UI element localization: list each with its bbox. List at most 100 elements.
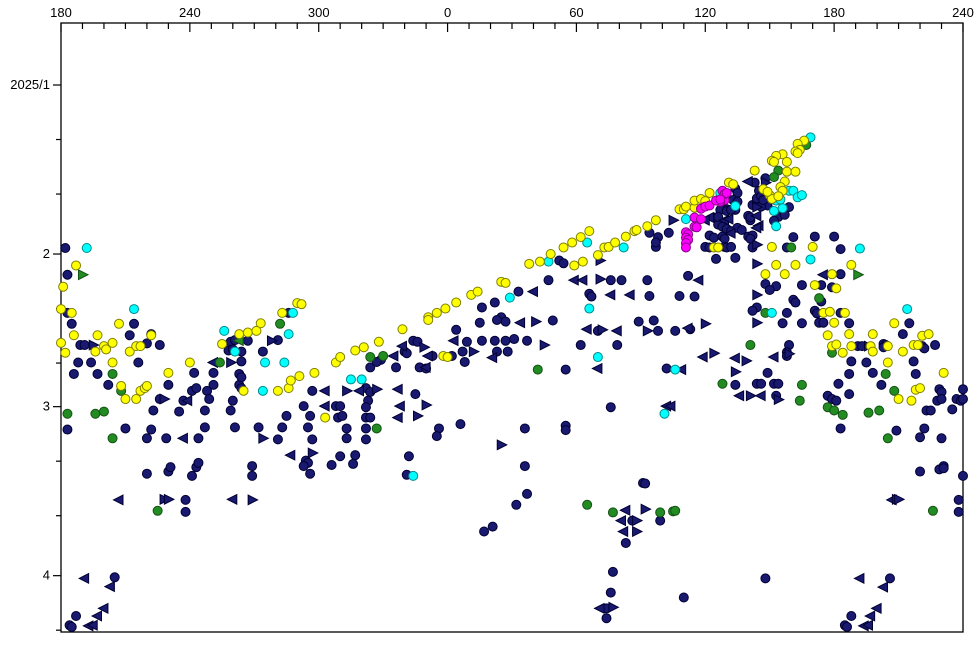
x-axis: 180 240 300 0 60 120 180 240 <box>50 5 974 32</box>
data-point-navy-circle <box>187 470 198 481</box>
data-point-navy-circle <box>605 275 616 286</box>
data-point-navy-circle <box>204 394 215 405</box>
data-point-navy-circle <box>547 315 558 326</box>
data-point-cyan-circle <box>618 242 629 253</box>
data-point-navy-triangle-left <box>391 383 403 395</box>
data-point-green-circle <box>882 433 893 444</box>
data-point-yellow-circle <box>831 283 842 294</box>
data-point-navy-circle <box>844 368 855 379</box>
data-point-navy-triangle-right <box>419 341 431 353</box>
data-point-navy-circle <box>199 405 210 416</box>
data-point-yellow-circle <box>809 280 820 291</box>
data-point-yellow-circle <box>56 304 66 315</box>
data-point-navy-circle <box>491 314 502 325</box>
data-point-yellow-circle <box>500 277 511 288</box>
data-point-navy-circle <box>790 297 801 308</box>
data-point-cyan-circle <box>670 364 681 375</box>
data-point-navy-circle <box>829 231 840 242</box>
data-point-yellow-circle <box>779 269 790 280</box>
data-point-navy-triangle-left <box>864 610 876 622</box>
data-point-cyan-circle <box>345 374 356 385</box>
data-point-green-circle <box>532 364 543 375</box>
data-point-navy-triangle-right <box>752 258 764 270</box>
data-point-navy-triangle-left <box>226 493 238 505</box>
data-point-yellow-circle <box>824 306 835 317</box>
y-tick-label: 4 <box>43 568 50 583</box>
data-point-navy-circle <box>689 291 700 302</box>
data-point-cyan-circle <box>356 374 367 385</box>
data-point-cyan-circle <box>902 304 913 315</box>
data-point-navy-circle <box>605 587 616 598</box>
data-point-navy-circle <box>842 621 853 632</box>
data-point-navy-triangle-left <box>692 274 704 286</box>
data-point-yellow-circle <box>163 367 174 378</box>
data-point-navy-circle <box>360 423 371 434</box>
data-point-navy-circle <box>133 357 144 368</box>
data-point-navy-circle <box>62 269 73 280</box>
data-point-cyan-circle <box>504 292 515 303</box>
data-point-navy-circle <box>60 243 71 254</box>
data-point-yellow-circle <box>131 394 142 405</box>
x-tick-label: 60 <box>569 5 583 20</box>
data-point-navy-circle <box>208 379 219 390</box>
data-point-cyan-circle <box>81 243 92 254</box>
data-point-navy-circle <box>674 290 685 301</box>
data-point-green-circle <box>863 407 874 418</box>
data-point-navy-circle <box>957 470 968 481</box>
data-point-navy-triangle-left <box>861 619 873 631</box>
data-point-yellow-circle <box>234 329 245 340</box>
data-point-navy-circle <box>509 334 520 345</box>
data-point-navy-circle <box>165 462 176 473</box>
data-point-navy-circle <box>455 419 466 430</box>
data-point-navy-circle <box>655 515 666 526</box>
y-tick-label: 3 <box>43 399 50 414</box>
data-point-yellow-circle <box>120 394 131 405</box>
data-point-navy-circle <box>756 378 767 389</box>
data-point-yellow-circle <box>277 307 288 318</box>
data-point-navy-circle <box>337 410 348 421</box>
data-point-navy-circle <box>487 521 498 532</box>
data-point-magenta-circle <box>680 242 691 253</box>
data-point-navy-triangle-right <box>372 383 384 395</box>
data-point-navy-triangle-left <box>352 385 365 397</box>
data-point-green-circle <box>107 433 118 444</box>
x-tick-label: 240 <box>952 5 974 20</box>
data-point-cyan-circle <box>777 203 788 214</box>
data-point-yellow-circle <box>912 340 923 351</box>
data-point-yellow-circle <box>642 221 653 232</box>
data-point-navy-circle <box>66 621 77 632</box>
data-point-navy-triangle-right <box>531 315 543 328</box>
data-point-yellow-circle <box>766 241 777 252</box>
data-point-navy-circle <box>391 362 402 373</box>
data-point-yellow-circle <box>575 232 586 243</box>
data-point-yellow-circle <box>285 375 296 386</box>
data-point-green-triangle-right <box>853 269 865 281</box>
data-point-green-circle <box>814 293 825 304</box>
data-point-navy-circle <box>410 389 421 400</box>
data-point-navy-circle <box>174 406 185 417</box>
data-point-navy-circle <box>653 325 664 336</box>
data-point-navy-triangle-left <box>181 395 193 407</box>
data-point-navy-circle <box>298 401 309 412</box>
data-point-navy-triangle-left <box>876 581 889 593</box>
data-point-navy-triangle-right <box>894 493 906 505</box>
data-point-navy-circle <box>141 468 152 479</box>
data-point-navy-circle <box>257 346 268 357</box>
data-point-yellow-circle <box>135 341 146 352</box>
data-point-navy-triangle-left <box>593 602 605 614</box>
data-point-green-circle <box>769 172 780 183</box>
data-point-navy-circle <box>844 389 855 400</box>
data-point-yellow-circle <box>451 297 462 308</box>
data-point-cyan-circle <box>771 221 782 232</box>
data-point-navy-circle <box>833 378 844 389</box>
data-point-yellow-circle <box>771 259 782 270</box>
data-point-yellow-circle <box>320 412 331 423</box>
data-point-navy-triangle-left <box>393 400 405 412</box>
data-point-green-circle <box>582 499 593 510</box>
data-point-navy-triangle-right <box>496 439 508 451</box>
data-point-navy-triangle-right <box>752 201 764 213</box>
data-point-navy-circle <box>543 275 554 286</box>
data-point-yellow-circle <box>790 259 801 270</box>
data-point-navy-circle <box>846 356 857 367</box>
